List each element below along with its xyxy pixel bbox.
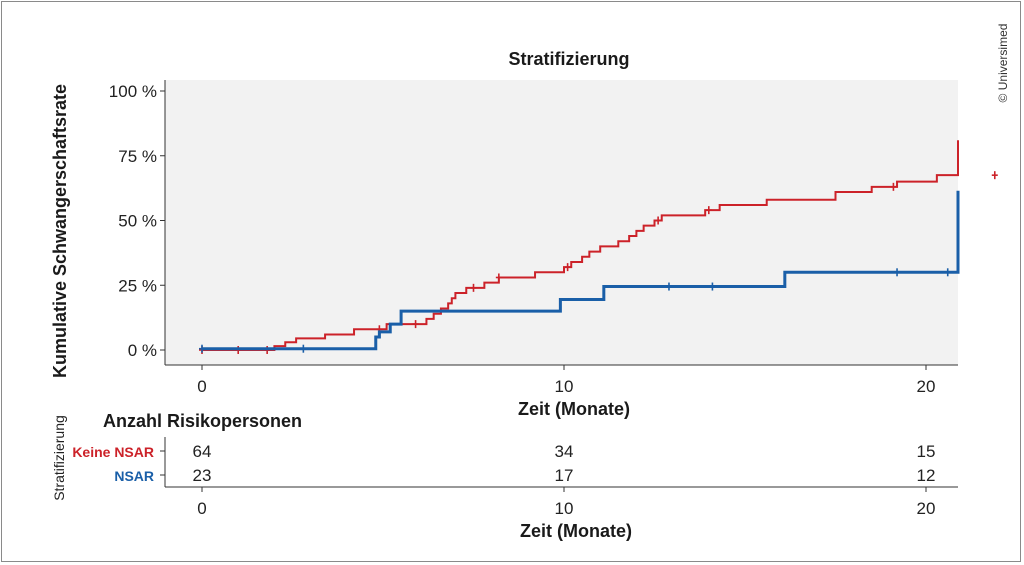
x-tick-label: 0 bbox=[197, 377, 206, 396]
censor-mark-keine-nsar bbox=[655, 216, 662, 225]
copyright-text: © Universimed bbox=[996, 24, 1010, 103]
censor-mark-keine-nsar bbox=[495, 273, 502, 282]
series-layer bbox=[199, 140, 998, 354]
censor-mark-nsar bbox=[199, 344, 205, 353]
risk-value-keine-nsar: 34 bbox=[555, 442, 574, 461]
censor-mark-nsar bbox=[300, 344, 307, 353]
y-tick-label: 0 % bbox=[128, 341, 157, 360]
y-tick-label: 25 % bbox=[118, 276, 157, 295]
censor-mark-nsar bbox=[709, 282, 716, 291]
y-axis-label: Kumulative Schwangerschaftsrate bbox=[50, 84, 70, 378]
risk-table-title: Anzahl Risikopersonen bbox=[103, 411, 302, 431]
censor-mark-keine-nsar bbox=[470, 283, 477, 292]
censor-mark-keine-nsar bbox=[412, 320, 419, 329]
chart-title: Stratifizierung bbox=[508, 49, 629, 69]
censor-mark-nsar bbox=[665, 282, 672, 291]
risk-row-label-nsar: NSAR bbox=[114, 468, 154, 484]
risk-value-nsar: 23 bbox=[193, 466, 212, 485]
risk-table-side-label: Stratifizierung bbox=[51, 415, 67, 501]
risk-value-keine-nsar: 15 bbox=[917, 442, 936, 461]
y-tick-label: 75 % bbox=[118, 147, 157, 166]
x-axis-label: Zeit (Monate) bbox=[518, 399, 630, 419]
risk-x-axis-label: Zeit (Monate) bbox=[520, 521, 632, 541]
risk-value-keine-nsar: 64 bbox=[193, 442, 212, 461]
censor-mark-keine-nsar bbox=[705, 206, 712, 215]
x-tick-label: 20 bbox=[917, 377, 936, 396]
risk-x-tick-label: 10 bbox=[555, 499, 574, 518]
risk-x-tick-label: 0 bbox=[197, 499, 206, 518]
plot-area bbox=[165, 80, 958, 365]
risk-value-nsar: 17 bbox=[555, 466, 574, 485]
y-tick-label: 50 % bbox=[118, 212, 157, 231]
main-axes: 0 %25 %50 %75 %100 %010203040 bbox=[109, 80, 958, 396]
censor-mark-keine-nsar bbox=[991, 171, 998, 180]
risk-table: Keine NSAR64341585NSAR23171263010203040 bbox=[72, 437, 958, 518]
y-tick-label: 100 % bbox=[109, 82, 157, 101]
risk-value-nsar: 12 bbox=[917, 466, 936, 485]
censor-mark-keine-nsar bbox=[890, 182, 897, 191]
risk-x-tick-label: 20 bbox=[917, 499, 936, 518]
series-line-nsar bbox=[202, 190, 960, 351]
censor-mark-nsar bbox=[944, 268, 951, 277]
risk-row-label-keine-nsar: Keine NSAR bbox=[72, 444, 154, 460]
censor-mark-nsar bbox=[894, 268, 901, 277]
x-tick-label: 10 bbox=[555, 377, 574, 396]
censor-mark-keine-nsar bbox=[564, 263, 571, 272]
series-line-keine-nsar bbox=[202, 140, 959, 351]
